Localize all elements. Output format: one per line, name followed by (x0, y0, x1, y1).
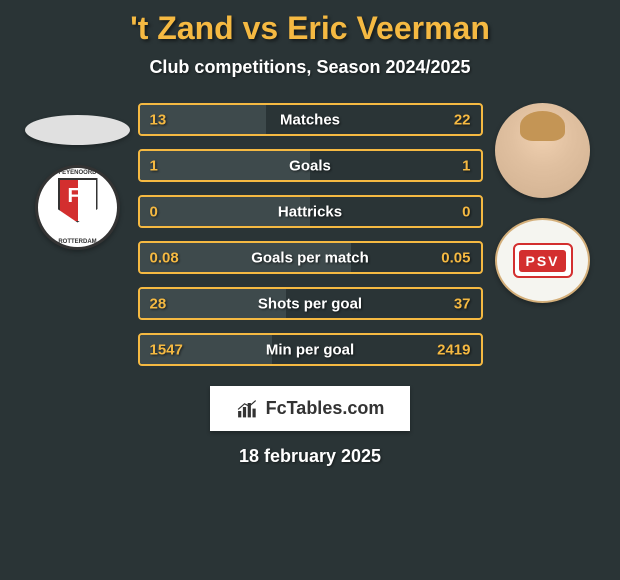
psv-text-icon: PSV (519, 250, 565, 272)
footer-brand-badge: FcTables.com (210, 386, 410, 431)
club-badge-feyenoord: FEYENOORD F ROTTERDAM (35, 165, 120, 250)
stat-value-right: 37 (454, 295, 471, 312)
stat-bar: Min per goal 1547 2419 (138, 333, 483, 366)
left-player-column: FEYENOORD F ROTTERDAM (28, 103, 128, 250)
stat-bar: Goals per match 0.08 0.05 (138, 241, 483, 274)
stat-bar: Hattricks 0 0 (138, 195, 483, 228)
stat-value-left: 1 (150, 157, 158, 174)
badge-text-top: FEYENOORD (38, 170, 117, 176)
comparison-infographic: 't Zand vs Eric Veerman Club competition… (0, 0, 620, 580)
stat-value-right: 0 (462, 203, 470, 220)
stat-bar: Matches 13 22 (138, 103, 483, 136)
stat-value-left: 28 (150, 295, 167, 312)
stat-value-right: 1 (462, 157, 470, 174)
player-avatar-right (495, 103, 590, 198)
stat-label: Goals (289, 157, 331, 174)
stat-bar: Goals 1 1 (138, 149, 483, 182)
stat-fill-right (310, 151, 481, 180)
stat-value-left: 0 (150, 203, 158, 220)
stat-bar: Shots per goal 28 37 (138, 287, 483, 320)
badge-text-bottom: ROTTERDAM (38, 239, 117, 245)
chart-icon (236, 399, 261, 419)
page-title: 't Zand vs Eric Veerman (0, 10, 620, 47)
stat-fill-left (140, 151, 311, 180)
stat-value-right: 0.05 (441, 249, 470, 266)
right-player-column: PSV (493, 103, 593, 303)
stat-value-right: 22 (454, 111, 471, 128)
club-badge-psv: PSV (495, 218, 590, 303)
footer-date: 18 february 2025 (0, 446, 620, 467)
stat-value-left: 13 (150, 111, 167, 128)
stat-value-left: 0.08 (150, 249, 179, 266)
stat-label: Min per goal (266, 341, 354, 358)
stat-value-right: 2419 (437, 341, 470, 358)
player-avatar-left (25, 115, 130, 145)
footer-brand-text: FcTables.com (266, 398, 385, 419)
content-row: FEYENOORD F ROTTERDAM Matches 13 22 Goals 1 1… (0, 103, 620, 366)
stat-label: Matches (280, 111, 340, 128)
feyenoord-shield-icon: F (58, 178, 98, 223)
stat-label: Hattricks (278, 203, 342, 220)
stat-label: Shots per goal (258, 295, 362, 312)
stat-value-left: 1547 (150, 341, 183, 358)
stats-column: Matches 13 22 Goals 1 1 Hattricks 0 0 Goals per m… (138, 103, 483, 366)
subtitle: Club competitions, Season 2024/2025 (0, 57, 620, 78)
stat-label: Goals per match (251, 249, 369, 266)
